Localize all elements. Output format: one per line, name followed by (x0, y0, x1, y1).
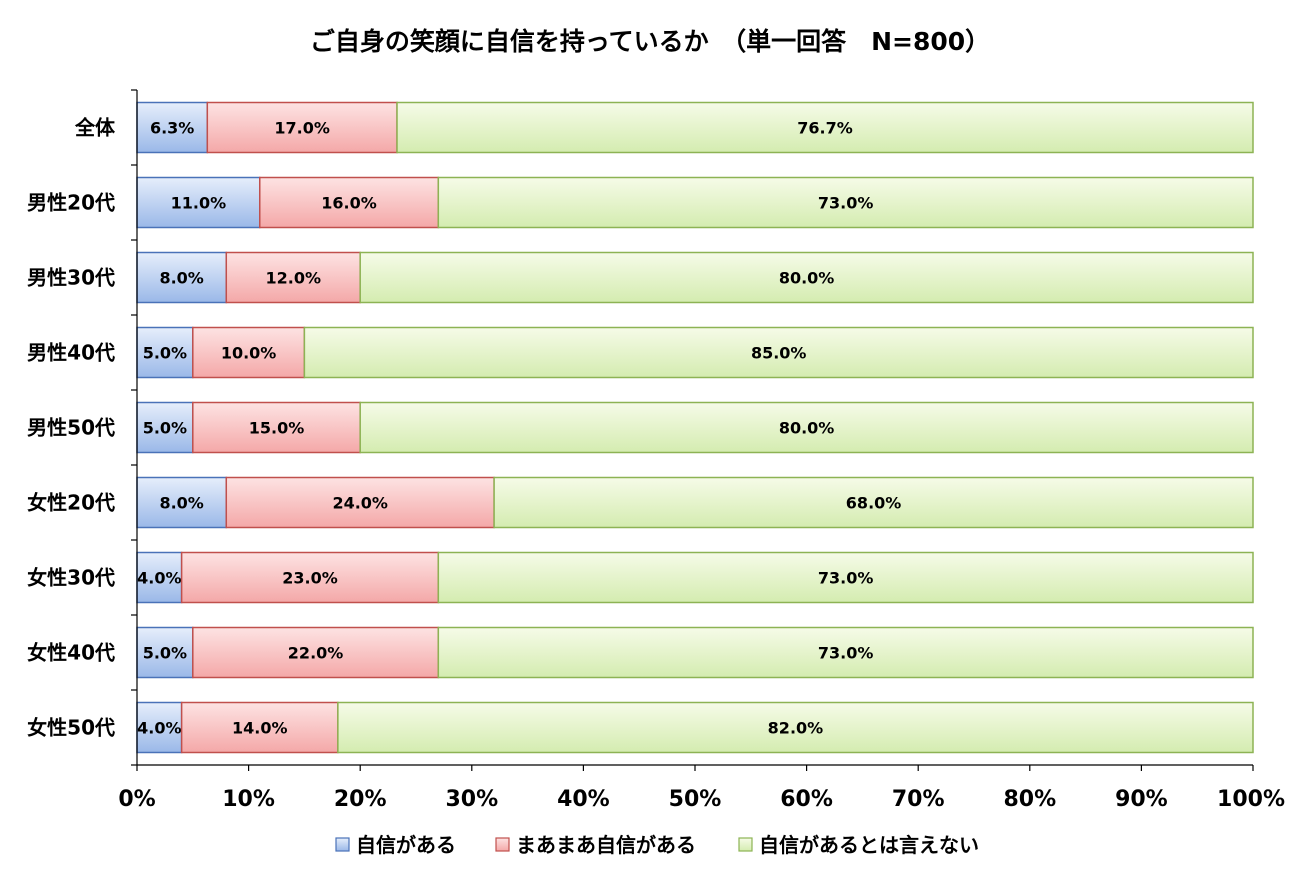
bar-segment (359, 251, 1254, 304)
data-label: 8.0% (159, 494, 203, 513)
data-label: 80.0% (779, 269, 835, 288)
bar-segment (303, 326, 1254, 379)
legend-swatch (495, 837, 510, 852)
bar-segment (437, 626, 1254, 679)
x-tick-label: 50% (669, 787, 722, 812)
legend-label: 自信がある (356, 833, 456, 857)
bar-segment (180, 551, 440, 604)
legend-label: まあまあ自信がある (516, 833, 696, 857)
category-label: 男性50代 (27, 416, 115, 440)
bar-segment (136, 701, 183, 754)
category-label: 女性50代 (27, 716, 115, 740)
data-label: 5.0% (143, 644, 187, 663)
x-axis: 0% 10% 20% 30% 40% 50% 60% 70% 80% 90% 100% (118, 89, 1285, 812)
data-label: 4.0% (137, 569, 181, 588)
data-label: 23.0% (282, 569, 338, 588)
data-label: 8.0% (159, 269, 203, 288)
bar-segment (206, 101, 398, 154)
data-label: 14.0% (232, 719, 288, 738)
legend-swatch (738, 837, 753, 852)
data-label: 4.0% (137, 719, 181, 738)
x-tick-label: 10% (222, 787, 275, 812)
x-tick-label: 60% (780, 787, 833, 812)
bar-segment (259, 176, 440, 229)
data-label: 22.0% (288, 644, 344, 663)
data-label: 73.0% (818, 569, 874, 588)
data-label: 16.0% (321, 194, 377, 213)
x-tick-label: 100% (1217, 787, 1285, 812)
x-tick-label: 40% (557, 787, 610, 812)
category-label: 男性20代 (27, 191, 115, 215)
bar-segment (225, 476, 495, 529)
data-label: 17.0% (274, 119, 330, 138)
data-label: 12.0% (265, 269, 321, 288)
category-label: 女性30代 (27, 566, 115, 590)
x-tick-label: 0% (118, 787, 155, 812)
bar-segment (437, 551, 1254, 604)
bar-segment (225, 251, 361, 304)
x-tick-label: 70% (892, 787, 945, 812)
bar-segment (136, 626, 194, 679)
legend: 自信がある まあまあ自信がある 自信があるとは言えない (335, 833, 979, 857)
bar-segment (136, 251, 228, 304)
data-label: 5.0% (143, 419, 187, 438)
data-label: 10.0% (221, 344, 277, 363)
data-label: 6.3% (150, 119, 194, 138)
x-tick-label: 30% (445, 787, 498, 812)
x-tick-label: 90% (1115, 787, 1168, 812)
bar-segment (493, 476, 1254, 529)
data-label: 73.0% (818, 194, 874, 213)
bar-segment (337, 701, 1254, 754)
data-label: 85.0% (751, 344, 807, 363)
plot-area: 全体 6.3% 17.0% 76.7% 男性20代 11.0% 16.0% 73.0% 男性30… (27, 101, 1254, 754)
data-label: 82.0% (768, 719, 824, 738)
bar-segment (192, 401, 361, 454)
legend-swatch (335, 837, 350, 852)
category-label: 全体 (74, 116, 116, 140)
legend-label: 自信があるとは言えない (759, 833, 979, 857)
data-label: 76.7% (797, 119, 853, 138)
data-label: 5.0% (143, 344, 187, 363)
data-label: 15.0% (249, 419, 305, 438)
data-label: 24.0% (332, 494, 388, 513)
category-label: 男性30代 (27, 266, 115, 290)
bar-segment (136, 401, 194, 454)
data-label: 73.0% (818, 644, 874, 663)
data-label: 80.0% (779, 419, 835, 438)
bar-segment (437, 176, 1254, 229)
bar-segment (192, 626, 440, 679)
data-label: 68.0% (846, 494, 902, 513)
bar-segment (359, 401, 1254, 454)
category-label: 男性40代 (27, 341, 115, 365)
x-tick-label: 80% (1003, 787, 1056, 812)
category-label: 女性40代 (27, 641, 115, 665)
x-tick-label: 20% (334, 787, 387, 812)
category-label: 女性20代 (27, 491, 115, 515)
bar-segment (396, 101, 1254, 154)
chart-title: ご自身の笑顔に自信を持っているか （単一回答 N=800） (310, 27, 990, 56)
data-label: 11.0% (171, 194, 227, 213)
bar-segment (136, 551, 183, 604)
